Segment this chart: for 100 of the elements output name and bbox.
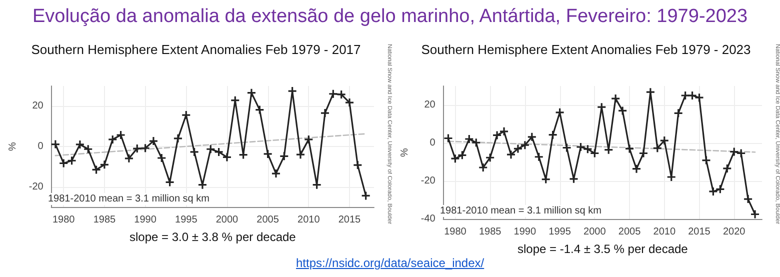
point <box>222 153 231 162</box>
x-tick-label: 2005 <box>618 226 642 238</box>
point <box>337 90 346 98</box>
y-tick-label: 0 <box>430 138 436 148</box>
x-tick-label: 1990 <box>514 226 536 238</box>
point <box>716 185 724 194</box>
x-axis-title: slope = -1.4 ± 3.5 % per decade <box>517 242 688 256</box>
y-tick-label: 20 <box>32 100 44 112</box>
point <box>500 127 508 136</box>
point <box>362 192 370 200</box>
point <box>688 92 696 100</box>
point <box>124 154 133 162</box>
point <box>570 174 578 183</box>
point <box>304 135 313 144</box>
x-tick-label: 1980 <box>444 226 467 238</box>
point <box>320 109 329 118</box>
x-tick-label: 2015 <box>338 214 362 226</box>
y-axis-title: % <box>400 148 410 157</box>
point <box>479 164 488 172</box>
annotation: 1981-2010 mean = 3.1 million sq km <box>48 194 210 204</box>
point <box>465 135 474 144</box>
chart-title: Southern Hemisphere Extent Anomalies Feb 1979 - 2023 <box>421 42 751 57</box>
point <box>556 108 564 116</box>
point <box>280 152 288 160</box>
point <box>660 136 668 145</box>
point <box>723 164 732 172</box>
point <box>76 140 84 148</box>
x-tick-label: 1990 <box>134 214 157 226</box>
x-axis-title: slope = 3.0 ± 3.8 % per decade <box>129 230 296 244</box>
point <box>548 130 557 139</box>
x-tick-label: 2010 <box>298 214 320 226</box>
point <box>681 92 690 100</box>
point <box>528 132 536 141</box>
point <box>166 178 174 186</box>
point <box>562 144 571 152</box>
x-tick-label: 2005 <box>256 214 280 226</box>
point <box>639 149 648 158</box>
point <box>190 148 198 156</box>
point <box>612 94 620 103</box>
point <box>51 140 60 148</box>
point <box>534 152 543 161</box>
point <box>458 151 466 160</box>
point <box>92 166 100 174</box>
x-tick-label: 1995 <box>548 226 572 238</box>
point <box>506 150 515 159</box>
point <box>272 170 280 178</box>
point <box>486 154 494 162</box>
point <box>618 106 627 115</box>
point <box>653 144 662 152</box>
point <box>744 195 752 204</box>
point <box>626 144 634 153</box>
x-tick-label: 1985 <box>478 226 502 238</box>
point <box>576 142 585 151</box>
x-tick-label: 1980 <box>52 214 76 226</box>
point <box>584 145 592 154</box>
point <box>542 175 550 184</box>
point <box>632 164 640 173</box>
point <box>354 161 362 170</box>
point <box>149 137 158 146</box>
text: https://nsidc.org/data/seaice_index/ <box>296 256 484 270</box>
point <box>737 149 746 158</box>
y-tick-label: 20 <box>424 100 436 110</box>
point <box>133 144 142 153</box>
y-tick-label: -20 <box>420 176 436 186</box>
point <box>514 144 522 153</box>
point <box>174 134 182 142</box>
y-tick-label: 0 <box>38 141 44 152</box>
annotation: 1981-2010 mean = 3.1 million sq km <box>440 206 602 216</box>
point <box>60 159 68 168</box>
point <box>100 160 108 169</box>
point <box>296 150 304 159</box>
x-tick-label: 2000 <box>584 226 606 238</box>
point <box>590 149 599 158</box>
point <box>674 109 682 118</box>
x-tick-label: 2020 <box>722 226 746 238</box>
point <box>264 150 272 158</box>
point <box>198 180 206 189</box>
point <box>68 156 76 165</box>
point <box>158 154 166 162</box>
x-tick-label: 2010 <box>653 226 676 238</box>
point <box>345 98 354 107</box>
point <box>182 111 190 120</box>
point <box>695 94 704 102</box>
x-tick-label: 2015 <box>688 226 711 238</box>
point <box>520 141 529 150</box>
point <box>493 131 502 140</box>
point <box>116 131 125 140</box>
point <box>472 138 480 147</box>
point <box>206 145 215 154</box>
y-tick-label: -20 <box>28 181 44 192</box>
point <box>247 88 256 97</box>
point <box>84 145 92 154</box>
point <box>214 148 223 156</box>
y-tick-label: -40 <box>420 214 436 224</box>
x-tick-label: 1985 <box>93 214 116 226</box>
point <box>730 148 738 156</box>
chart-title: Southern Hemisphere Extent Anomalies Feb 1979 - 2017 <box>31 42 361 57</box>
y-axis-title: % <box>8 142 18 151</box>
point <box>444 134 452 142</box>
x-tick-label: 1995 <box>175 214 198 226</box>
